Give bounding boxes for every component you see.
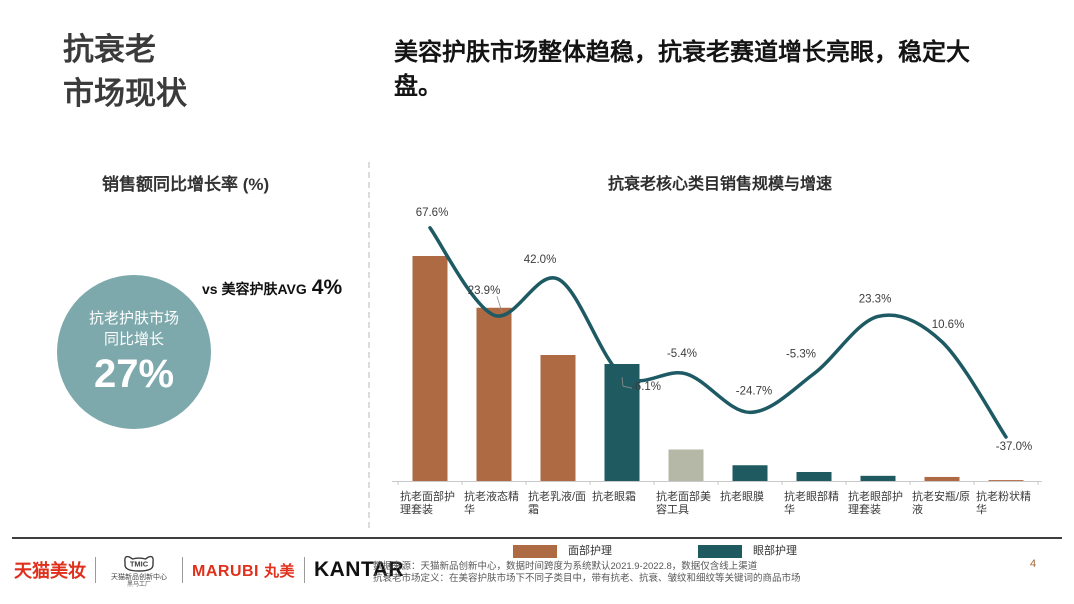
bar-line-chart: 67.6% 23.9% 42.0% -6.1% -5.4% -24.7% -5.3% 23.3… <box>392 207 1042 516</box>
bar <box>860 475 896 481</box>
tmic-badge-text: TMIC <box>130 559 149 568</box>
logo-separator <box>95 557 96 583</box>
vertical-dashed-divider <box>368 162 370 528</box>
x-axis-label: 抗老粉状精华 <box>976 489 1031 516</box>
line-data-label: 23.9% <box>468 285 501 297</box>
line-data-label: -5.4% <box>667 348 697 360</box>
kpi-circle-line2: 同比增长 <box>103 330 164 348</box>
x-axis-label: 抗老眼部护理套装 <box>848 489 903 516</box>
bar <box>796 472 832 481</box>
bar <box>924 476 960 481</box>
x-axis-label: 抗老安瓶/原液 <box>912 489 970 516</box>
page-number: 4 <box>1030 558 1037 570</box>
kpi-circle-value: 27% <box>93 351 175 396</box>
x-axis-label: 抗老眼部精华 <box>784 489 839 516</box>
bar <box>604 364 640 481</box>
marubi-logo: MARUBI 丸美 <box>192 560 295 581</box>
tmic-name-text: 天猫新品创新中心 <box>111 573 167 581</box>
benchmark-note: vs 美容护肤AVG 4% <box>202 276 342 300</box>
legend-label-eye-care: 眼部护理 <box>753 545 797 557</box>
footer-divider <box>12 537 1062 539</box>
label-leader-line <box>496 296 503 313</box>
chart-title: 抗衰老核心类目销售规模与增速 <box>607 176 832 193</box>
kpi-circle-line1: 抗老护肤市场 <box>88 309 179 327</box>
kpi-circle: 抗老护肤市场 同比增长 27% <box>57 275 211 429</box>
bar <box>988 480 1024 481</box>
marubi-latin-text: MARUBI <box>192 562 259 580</box>
x-axis-label: 抗老面部美容工具 <box>656 489 711 516</box>
source-line2: 抗衰老市场定义：在美容护肤市场下不同子类目中，带有抗老、抗衰、皱纹和细纹等关键词… <box>373 573 801 584</box>
line-data-label: -5.3% <box>786 349 816 361</box>
legend-swatch-eye-care <box>698 545 742 558</box>
x-axis-label: 抗老液态精华 <box>464 489 519 516</box>
tmic-cat-icon: TMIC <box>124 555 154 572</box>
left-panel-header: 销售额同比增长率 (%) <box>102 175 270 194</box>
bar <box>732 465 768 481</box>
line-data-label: -24.7% <box>736 385 772 397</box>
bar <box>412 256 448 481</box>
benchmark-prefix: vs 美容护肤AVG <box>202 281 307 297</box>
bar <box>476 307 512 481</box>
tmic-sub-text: 黑马工厂 <box>126 581 151 588</box>
bar <box>668 449 704 481</box>
benchmark-value: 4% <box>311 276 343 299</box>
logo-separator <box>182 557 183 583</box>
slide-headline: 美容护肤市场整体趋稳，抗衰老赛道增长亮眼，稳定大盘。 <box>394 39 970 100</box>
x-axis-label: 抗老乳液/面霜 <box>528 489 586 516</box>
tmic-logo: TMIC 天猫新品创新中心 黑马工厂 <box>105 553 173 588</box>
footer-logos: 天猫美妆 TMIC 天猫新品创新中心 黑马工厂 MARUBI 丸美 KANTAR <box>14 549 404 591</box>
label-leader-line <box>621 377 633 389</box>
line-data-label: 10.6% <box>932 319 965 331</box>
logo-separator <box>303 557 305 583</box>
line-data-label: 23.3% <box>859 293 892 305</box>
slide-title-line2: 市场现状 <box>63 76 187 111</box>
kantar-logo: KANTAR <box>313 558 405 581</box>
tmall-beauty-logo: 天猫美妆 <box>14 561 86 581</box>
data-source-note: 数据来源：天猫新品创新中心，数据时间跨度为系统默认2021.9-2022.8，数… <box>373 561 801 585</box>
line-data-label: 42.0% <box>524 254 557 266</box>
growth-line <box>428 226 1008 439</box>
bar <box>540 355 576 481</box>
line-data-label: -6.1% <box>631 381 661 393</box>
x-axis-label: 抗老眼霜 <box>592 489 636 503</box>
x-axis-label: 抗老面部护理套装 <box>400 489 455 516</box>
legend-swatch-face-care <box>513 545 557 558</box>
marubi-cjk-text: 丸美 <box>263 562 295 580</box>
line-data-label: -37.0% <box>996 441 1032 453</box>
legend-label-face-care: 面部护理 <box>568 545 612 557</box>
line-data-label: 67.6% <box>416 207 449 219</box>
x-axis-label: 抗老眼膜 <box>720 489 764 503</box>
slide-title: 抗衰老 市场现状 <box>63 28 187 116</box>
source-line1: 数据来源：天猫新品创新中心，数据时间跨度为系统默认2021.9-2022.8，数… <box>373 561 758 572</box>
slide-title-line1: 抗衰老 <box>63 32 156 67</box>
